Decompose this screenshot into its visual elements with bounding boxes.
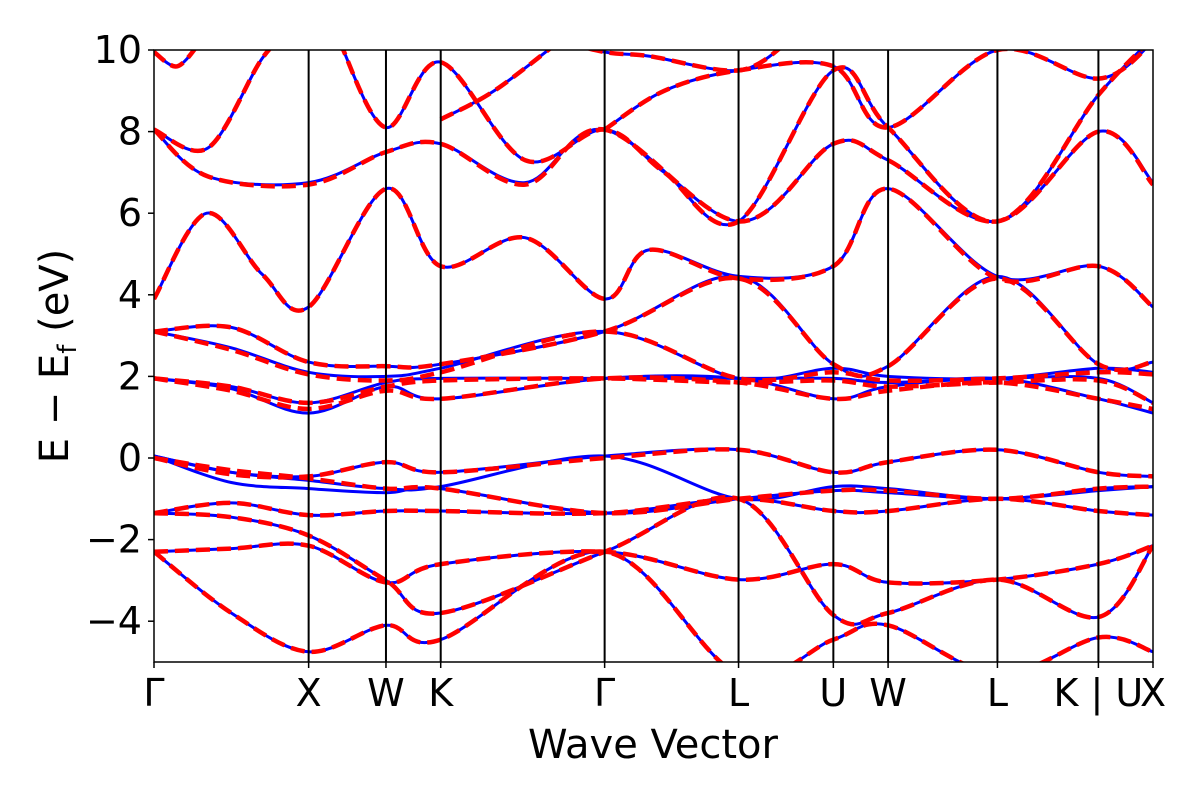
- band-line-dashed-5: [154, 447, 1153, 480]
- band-line-dashed-0: [154, 541, 1153, 586]
- x-tick-label-2: W: [367, 671, 405, 715]
- band-line-dashed-11: [154, 127, 1153, 224]
- y-axis-ticks: −4 −2 0 2 4 6 8 10: [86, 28, 154, 643]
- band-line-dashed-7: [154, 376, 1153, 406]
- y-tick-label-2: 0: [118, 436, 142, 480]
- band-line-solid-1: [154, 550, 1153, 662]
- x-tick-label-1: X: [296, 671, 322, 715]
- y-axis-title-main: E − E: [32, 354, 78, 464]
- band-line-dashed-13: [340, 50, 1144, 227]
- x-tick-label-7: W: [869, 671, 907, 715]
- x-axis-title: Wave Vector: [528, 722, 779, 768]
- y-axis-title: E − Ef (eV): [32, 249, 83, 464]
- band-line-dashed-9: [154, 275, 1153, 379]
- band-line-solid-12: [154, 127, 1153, 223]
- y-tick-label-3: 2: [118, 354, 142, 398]
- band-line-dashed-12: [154, 50, 272, 153]
- x-tick-label-4: Γ: [594, 671, 615, 715]
- y-tick-label-5: 6: [118, 191, 142, 235]
- band-line-solid-16: [588, 50, 780, 73]
- y-tick-label-1: −2: [86, 518, 142, 562]
- band-line-dashed-15: [585, 50, 782, 73]
- band-lines: [154, 50, 1153, 662]
- x-tick-label-3: K: [428, 671, 454, 715]
- band-line-dashed-17: [603, 50, 1148, 132]
- x-tick-label-10: X: [1140, 671, 1166, 715]
- y-axis-title-subscript: f: [53, 344, 83, 354]
- band-line-dashed-1: [154, 549, 1153, 662]
- y-axis-title-unit: (eV): [32, 249, 78, 345]
- y-tick-label-4: 4: [118, 273, 142, 317]
- band-line-solid-13: [154, 50, 271, 153]
- y-tick-label-0: −4: [86, 599, 142, 643]
- y-tick-label-6: 8: [118, 110, 142, 154]
- x-tick-label-0: Γ: [143, 671, 164, 715]
- band-line-dashed-14: [154, 50, 197, 69]
- band-line-dashed-10: [154, 186, 1153, 313]
- band-line-solid-8: [154, 374, 1153, 405]
- y-tick-label-7: 10: [94, 28, 142, 72]
- band-line-solid-17: [439, 50, 551, 121]
- plot-frame: [153, 49, 1154, 663]
- x-tick-label-6: U: [819, 671, 847, 715]
- x-tick-label-8: L: [987, 671, 1008, 715]
- band-line-solid-4: [154, 454, 1153, 515]
- x-tick-label-9: K | U: [1054, 671, 1144, 716]
- band-line-dashed-3: [154, 495, 1153, 627]
- high-symmetry-lines: [307, 50, 1100, 662]
- x-tick-label-5: L: [728, 671, 749, 715]
- band-line-dashed-8: [154, 329, 1153, 384]
